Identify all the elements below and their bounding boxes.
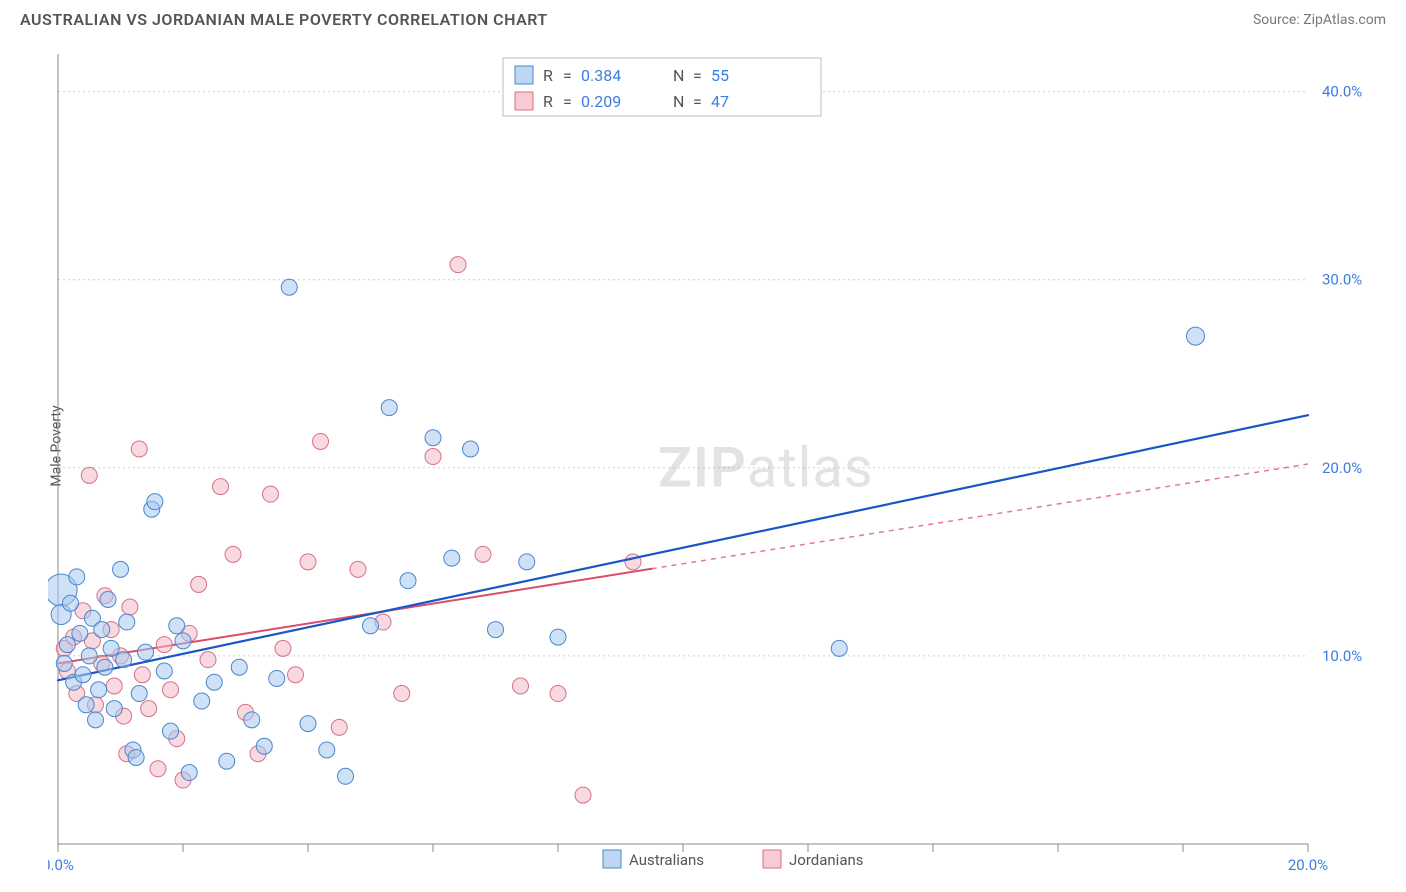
svg-text:=: = xyxy=(563,92,572,111)
svg-text:10.0%: 10.0% xyxy=(1322,647,1362,665)
chart-title: AUSTRALIAN VS JORDANIAN MALE POVERTY COR… xyxy=(20,10,548,29)
svg-text:0.209: 0.209 xyxy=(581,92,621,111)
svg-text:R: R xyxy=(543,66,553,85)
svg-text:=: = xyxy=(693,92,702,111)
svg-text:R: R xyxy=(543,92,553,111)
svg-text:0.0%: 0.0% xyxy=(48,856,74,874)
svg-text:55: 55 xyxy=(711,66,729,85)
scatter-chart: 10.0% 20.0% 30.0% 40.0% 0.0% 20.0% ZIPatlas R = 0… xyxy=(48,40,1386,874)
source-prefix: Source: xyxy=(1253,12,1303,28)
svg-text:=: = xyxy=(563,66,572,85)
svg-text:30.0%: 30.0% xyxy=(1322,271,1362,289)
svg-text:Jordanians: Jordanians xyxy=(789,851,864,869)
source-name: ZipAtlas.com xyxy=(1303,12,1386,28)
svg-text:=: = xyxy=(693,66,702,85)
svg-text:0.384: 0.384 xyxy=(581,66,621,85)
svg-text:20.0%: 20.0% xyxy=(1288,856,1328,874)
svg-text:ZIPatlas: ZIPatlas xyxy=(658,435,874,501)
svg-text:N: N xyxy=(673,66,684,85)
svg-text:Australians: Australians xyxy=(629,851,704,869)
svg-text:40.0%: 40.0% xyxy=(1322,83,1362,101)
chart-area: 10.0%20.0%30.0%40.0%0.0%20.0%ZIPatlasR=0… xyxy=(48,40,1386,852)
svg-text:47: 47 xyxy=(711,92,729,111)
svg-text:20.0%: 20.0% xyxy=(1322,459,1362,477)
svg-text:N: N xyxy=(673,92,684,111)
source-label: Source: ZipAtlas.com xyxy=(1253,12,1386,28)
